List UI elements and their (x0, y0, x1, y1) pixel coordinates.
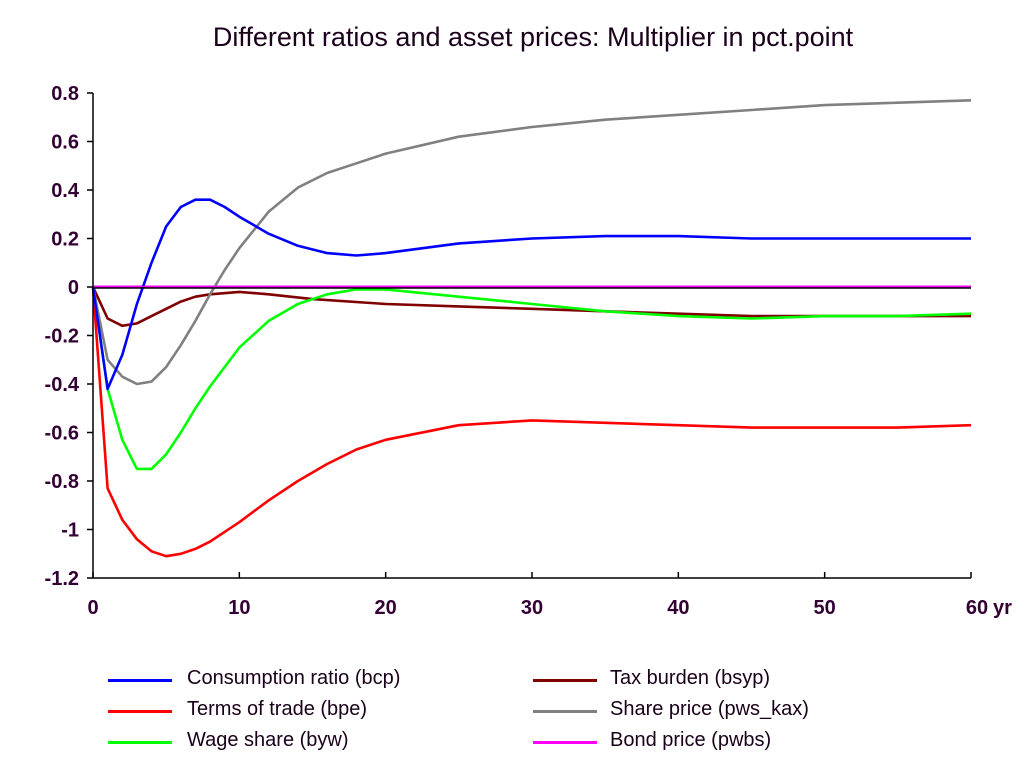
y-tick-label: 0 (68, 277, 79, 299)
y-tick-label: 0.2 (51, 229, 79, 251)
legend-swatch (533, 741, 597, 744)
x-tick-label: 40 (667, 597, 689, 619)
x-tick-label: 10 (228, 597, 250, 619)
y-tick-label: -0.8 (45, 471, 79, 493)
x-tick-label: 20 (375, 597, 397, 619)
legend-label: Terms of trade (bpe) (187, 698, 368, 720)
y-tick-label: -1.2 (45, 568, 79, 590)
y-tick-label: 0.4 (51, 180, 80, 202)
series-line-0 (91, 198, 971, 391)
x-tick-label: 60 (966, 597, 988, 619)
x-tick-label: 50 (814, 597, 836, 619)
legend-swatch (533, 679, 597, 682)
y-tick-label: 0.6 (51, 132, 79, 154)
chart-title: Different ratios and asset prices: Multi… (212, 22, 854, 52)
y-tick-label: -0.2 (45, 326, 79, 348)
legend-label: Tax burden (bsyp) (610, 667, 771, 689)
x-tick-label: 30 (521, 597, 543, 619)
legend-label: Bond price (pwbs) (610, 729, 772, 751)
y-tick-label: 0.8 (51, 83, 79, 105)
series-line-1 (91, 286, 972, 558)
legend-label: Wage share (byw) (187, 729, 349, 751)
series-line-2 (91, 286, 972, 471)
legend-label: Consumption ratio (bcp) (187, 667, 401, 689)
x-tick-label: 0 (87, 597, 98, 619)
legend-swatch (108, 679, 172, 682)
legend-swatch (533, 710, 597, 713)
y-tick-label: -0.6 (45, 423, 79, 445)
series-line-3 (91, 286, 971, 328)
y-tick-label: -1 (61, 520, 79, 542)
x-axis-label: yr (993, 597, 1012, 619)
series-line-4 (91, 99, 972, 386)
y-tick-label: -0.4 (45, 374, 80, 396)
legend-label: Share price (pws_kax) (610, 698, 809, 720)
legend-swatch (108, 741, 172, 744)
legend-swatch (108, 710, 172, 713)
